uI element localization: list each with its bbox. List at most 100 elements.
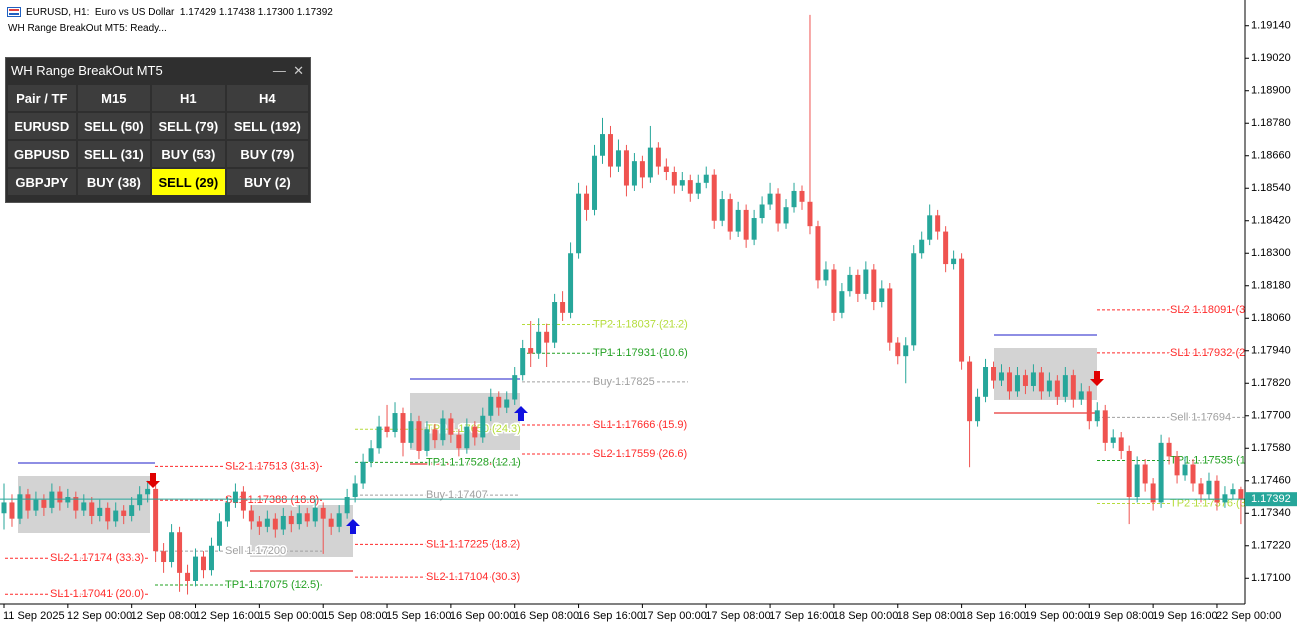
candle-body [232,491,238,503]
signal-table: Pair / TF M15 H1 H4 EURUSD SELL (50) SELL (79)… [6,83,310,197]
cell: SELL (29) [152,169,225,195]
candle-body [1158,442,1164,503]
panel-controls[interactable]: — ✕ [272,63,304,78]
candle-body [911,253,917,346]
cell: H1 [152,85,225,111]
level-label: SL1 1.17388 (18.8) [225,494,319,506]
candle-body [1206,480,1212,495]
candle-body [33,499,39,511]
sell-arrow [1090,371,1104,386]
candle-body [89,502,95,516]
candle-body [344,497,350,514]
candle-body [153,488,159,552]
candle-body [216,521,222,546]
candle-body [1182,464,1188,476]
candle-body [711,174,717,221]
candle-body [105,507,111,522]
y-tick-label: 1.18060 [1251,312,1291,324]
candle-body [735,209,741,232]
cell: EURUSD [8,113,76,139]
y-tick-label: 1.17700 [1251,410,1291,422]
candle-body [464,426,470,449]
candle-body [201,556,206,571]
candles [0,14,1245,595]
cell: BUY (38) [77,169,151,195]
candle-body [783,207,789,224]
candle-body [544,331,550,343]
level-label: SL2 1.17559 (26.6) [593,448,687,460]
chart-header: EURUSD, H1: Euro vs US Dollar 1.17429 1.… [26,7,333,18]
candle-body [376,426,382,449]
candle-body [1054,380,1060,397]
candle-body [663,166,669,172]
y-tick-label: 1.17340 [1251,507,1291,519]
y-tick-label: 1.17100 [1251,572,1291,584]
candle-body [1238,489,1244,500]
level-label: SL2 1.17513 (31.3) [225,460,319,472]
price-axis-bg [1245,0,1297,627]
candle-body [951,258,957,265]
level-label: TP1 1.17528 (12.1) [426,456,521,468]
candle-body [480,415,486,438]
levels: SL2 1.17513 (31.3) SL1 1.17388 (18.8) Sell… [5,302,1245,602]
candle-body [240,491,246,511]
candle-body [839,291,845,313]
candle-body [655,147,661,167]
candle-body [919,239,925,254]
candle-body [871,269,877,302]
candle-body [368,448,374,462]
candle-body [193,556,199,581]
candle-body [1118,437,1124,451]
candle-body [975,396,981,422]
y-tick-label: 1.18420 [1251,215,1291,227]
level-label: Buy 1.17825 [593,376,655,388]
x-tick-label: 19 Sep 00:00 [1024,610,1089,622]
buy-arrow [346,519,360,534]
candle-body [671,171,677,186]
y-tick-label: 1.17460 [1251,475,1291,487]
y-tick-label: 1.17580 [1251,442,1291,454]
candle-body [336,513,342,527]
candle-body [983,367,989,397]
level-label: TP1 1.17075 (12.5) [225,579,320,591]
x-tick-label: 19 Sep 08:00 [1088,610,1153,622]
cell: H4 [226,85,308,111]
candle-body [568,253,574,313]
cell: GBPJPY [8,169,76,195]
table-row: GBPUSD SELL (31) BUY (53) BUY (79) [8,141,308,167]
y-tick-label: 1.17820 [1251,377,1291,389]
candle-body [280,515,286,530]
cell: SELL (50) [77,113,151,139]
candle-body [392,413,398,433]
candle-body [312,507,318,522]
candle-body [1198,483,1204,495]
candle-body [304,513,310,522]
candle-body [504,399,510,408]
candle-body [456,434,462,449]
candle-body [600,134,605,156]
candle-body [520,348,526,376]
candle-body [887,288,893,343]
table-row: GBPJPY BUY (38) SELL (29) BUY (2) [8,169,308,195]
y-tick-label: 1.19140 [1251,20,1291,32]
candle-body [177,532,183,573]
buy-arrow [514,406,528,421]
table-row: EURUSD SELL (50) SELL (79) SELL (192) [8,113,308,139]
candle-body [161,551,167,563]
candle-body [895,342,901,357]
x-tick-label: 18 Sep 16:00 [961,610,1026,622]
candle-body [264,518,270,527]
candle-body [623,150,629,186]
level-label: SL1 1.17041 (20.0) [50,588,144,600]
candle-body [967,361,973,422]
panel-title-bar: WH Range BreakOut MT5 — ✕ [6,58,310,83]
y-tick-label: 1.18780 [1251,117,1291,129]
x-tick-label: 15 Sep 16:00 [386,610,451,622]
candle-body [73,497,79,511]
x-tick-label: 17 Sep 16:00 [769,610,834,622]
candle-body [256,521,262,527]
candle-body [488,396,494,416]
x-tick-label: 16 Sep 08:00 [514,610,579,622]
candle-body [352,483,358,498]
candle-body [1134,464,1140,498]
